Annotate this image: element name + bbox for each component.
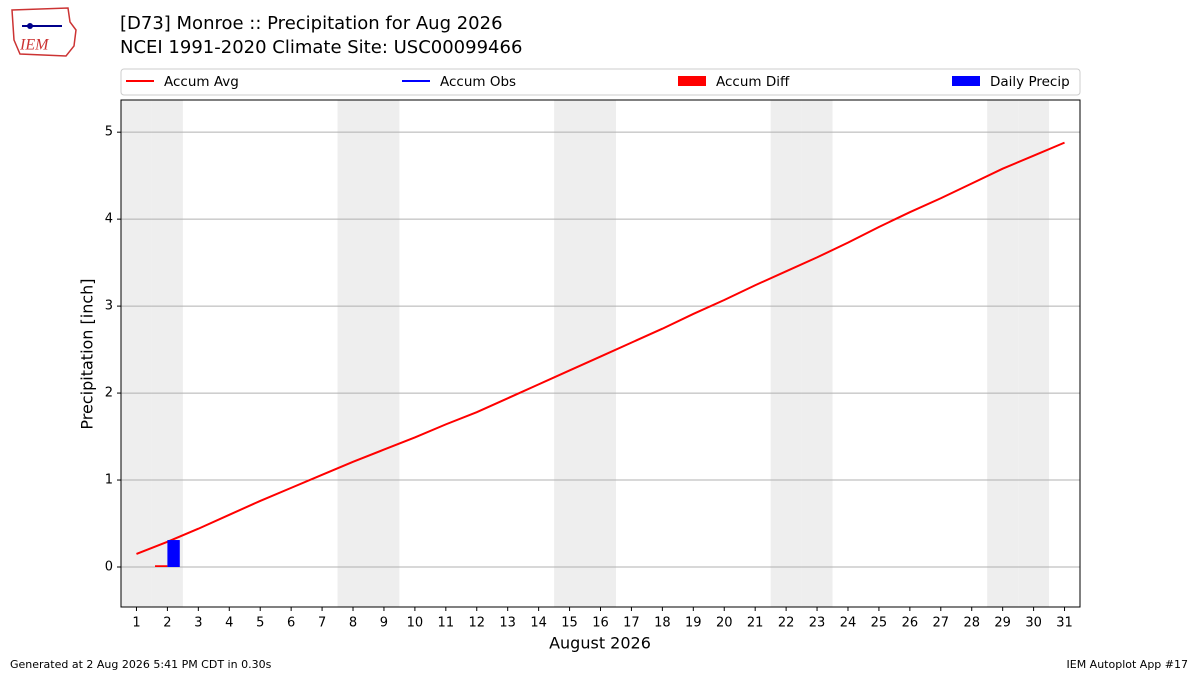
y-tick-label: 3 — [105, 299, 113, 314]
x-tick-label: 4 — [225, 616, 233, 631]
x-tick-label: 29 — [994, 616, 1011, 631]
x-tick-label: 30 — [1025, 616, 1042, 631]
x-tick-label: 12 — [468, 616, 485, 631]
x-tick-label: 3 — [194, 616, 202, 631]
legend-label: Accum Avg — [164, 74, 239, 90]
x-axis-label: August 2026 — [549, 634, 651, 653]
legend-label: Accum Diff — [716, 74, 790, 90]
x-tick-label: 7 — [318, 616, 326, 631]
footer-right: IEM Autoplot App #17 — [1067, 658, 1189, 671]
weekend-band — [770, 100, 802, 607]
x-tick-label: 13 — [499, 616, 516, 631]
x-tick-label: 17 — [623, 616, 640, 631]
x-tick-label: 14 — [530, 616, 547, 631]
x-tick-label: 9 — [380, 616, 388, 631]
x-tick-label: 31 — [1056, 616, 1073, 631]
y-tick-label: 0 — [105, 559, 113, 574]
logo-dot — [27, 23, 33, 29]
x-tick-label: 10 — [407, 616, 424, 631]
weekend-band — [801, 100, 833, 607]
x-tick-label: 27 — [933, 616, 950, 631]
plot-frame — [120, 99, 1081, 608]
x-tick-label: 20 — [716, 616, 733, 631]
legend-label: Accum Obs — [440, 74, 516, 90]
x-tick-label: 8 — [349, 616, 357, 631]
weekend-band — [368, 100, 400, 607]
x-tick-label: 11 — [438, 616, 455, 631]
logo: IEM — [11, 7, 77, 57]
x-tick-label: 21 — [747, 616, 764, 631]
bar — [155, 565, 168, 567]
x-tick-label: 18 — [654, 616, 671, 631]
x-tick-label: 19 — [685, 616, 702, 631]
x-tick-label: 26 — [902, 616, 919, 631]
weekend-band — [121, 100, 152, 607]
y-tick-label: 4 — [105, 212, 113, 227]
x-tick-label: 15 — [561, 616, 578, 631]
logo-outline — [11, 7, 77, 57]
weekend-band — [987, 100, 1019, 607]
x-tick-label: 5 — [256, 616, 264, 631]
x-tick-label: 16 — [592, 616, 609, 631]
line-series — [136, 141, 1065, 555]
x-tick-label: 6 — [287, 616, 295, 631]
logo-text: IEM — [19, 37, 50, 54]
x-tick-label: 28 — [963, 616, 980, 631]
x-tick-label: 2 — [163, 616, 171, 631]
x-tick-label: 23 — [809, 616, 826, 631]
x-tick-label: 22 — [778, 616, 795, 631]
x-tick-label: 1 — [132, 616, 140, 631]
chart-title: [D73] Monroe :: Precipitation for Aug 20… — [120, 13, 503, 34]
weekend-band — [585, 100, 616, 607]
legend-swatch — [678, 76, 706, 86]
legend-label: Daily Precip — [990, 74, 1070, 90]
x-tick-label: 24 — [840, 616, 857, 631]
x-tick-label: 25 — [871, 616, 888, 631]
y-tick-label: 5 — [105, 125, 113, 140]
legend-box — [120, 68, 1081, 96]
bar — [167, 540, 180, 567]
y-tick-label: 1 — [105, 473, 113, 488]
weekend-band — [151, 100, 183, 607]
y-tick-label: 2 — [105, 386, 113, 401]
legend-swatch — [952, 76, 980, 86]
footer-left: Generated at 2 Aug 2026 5:41 PM CDT in 0… — [10, 658, 272, 671]
chart-subtitle: NCEI 1991-2020 Climate Site: USC00099466 — [120, 37, 522, 58]
y-axis-label: Precipitation [inch] — [78, 278, 97, 429]
weekend-band — [554, 100, 586, 607]
weekend-band — [1018, 100, 1050, 607]
weekend-band — [337, 100, 369, 607]
